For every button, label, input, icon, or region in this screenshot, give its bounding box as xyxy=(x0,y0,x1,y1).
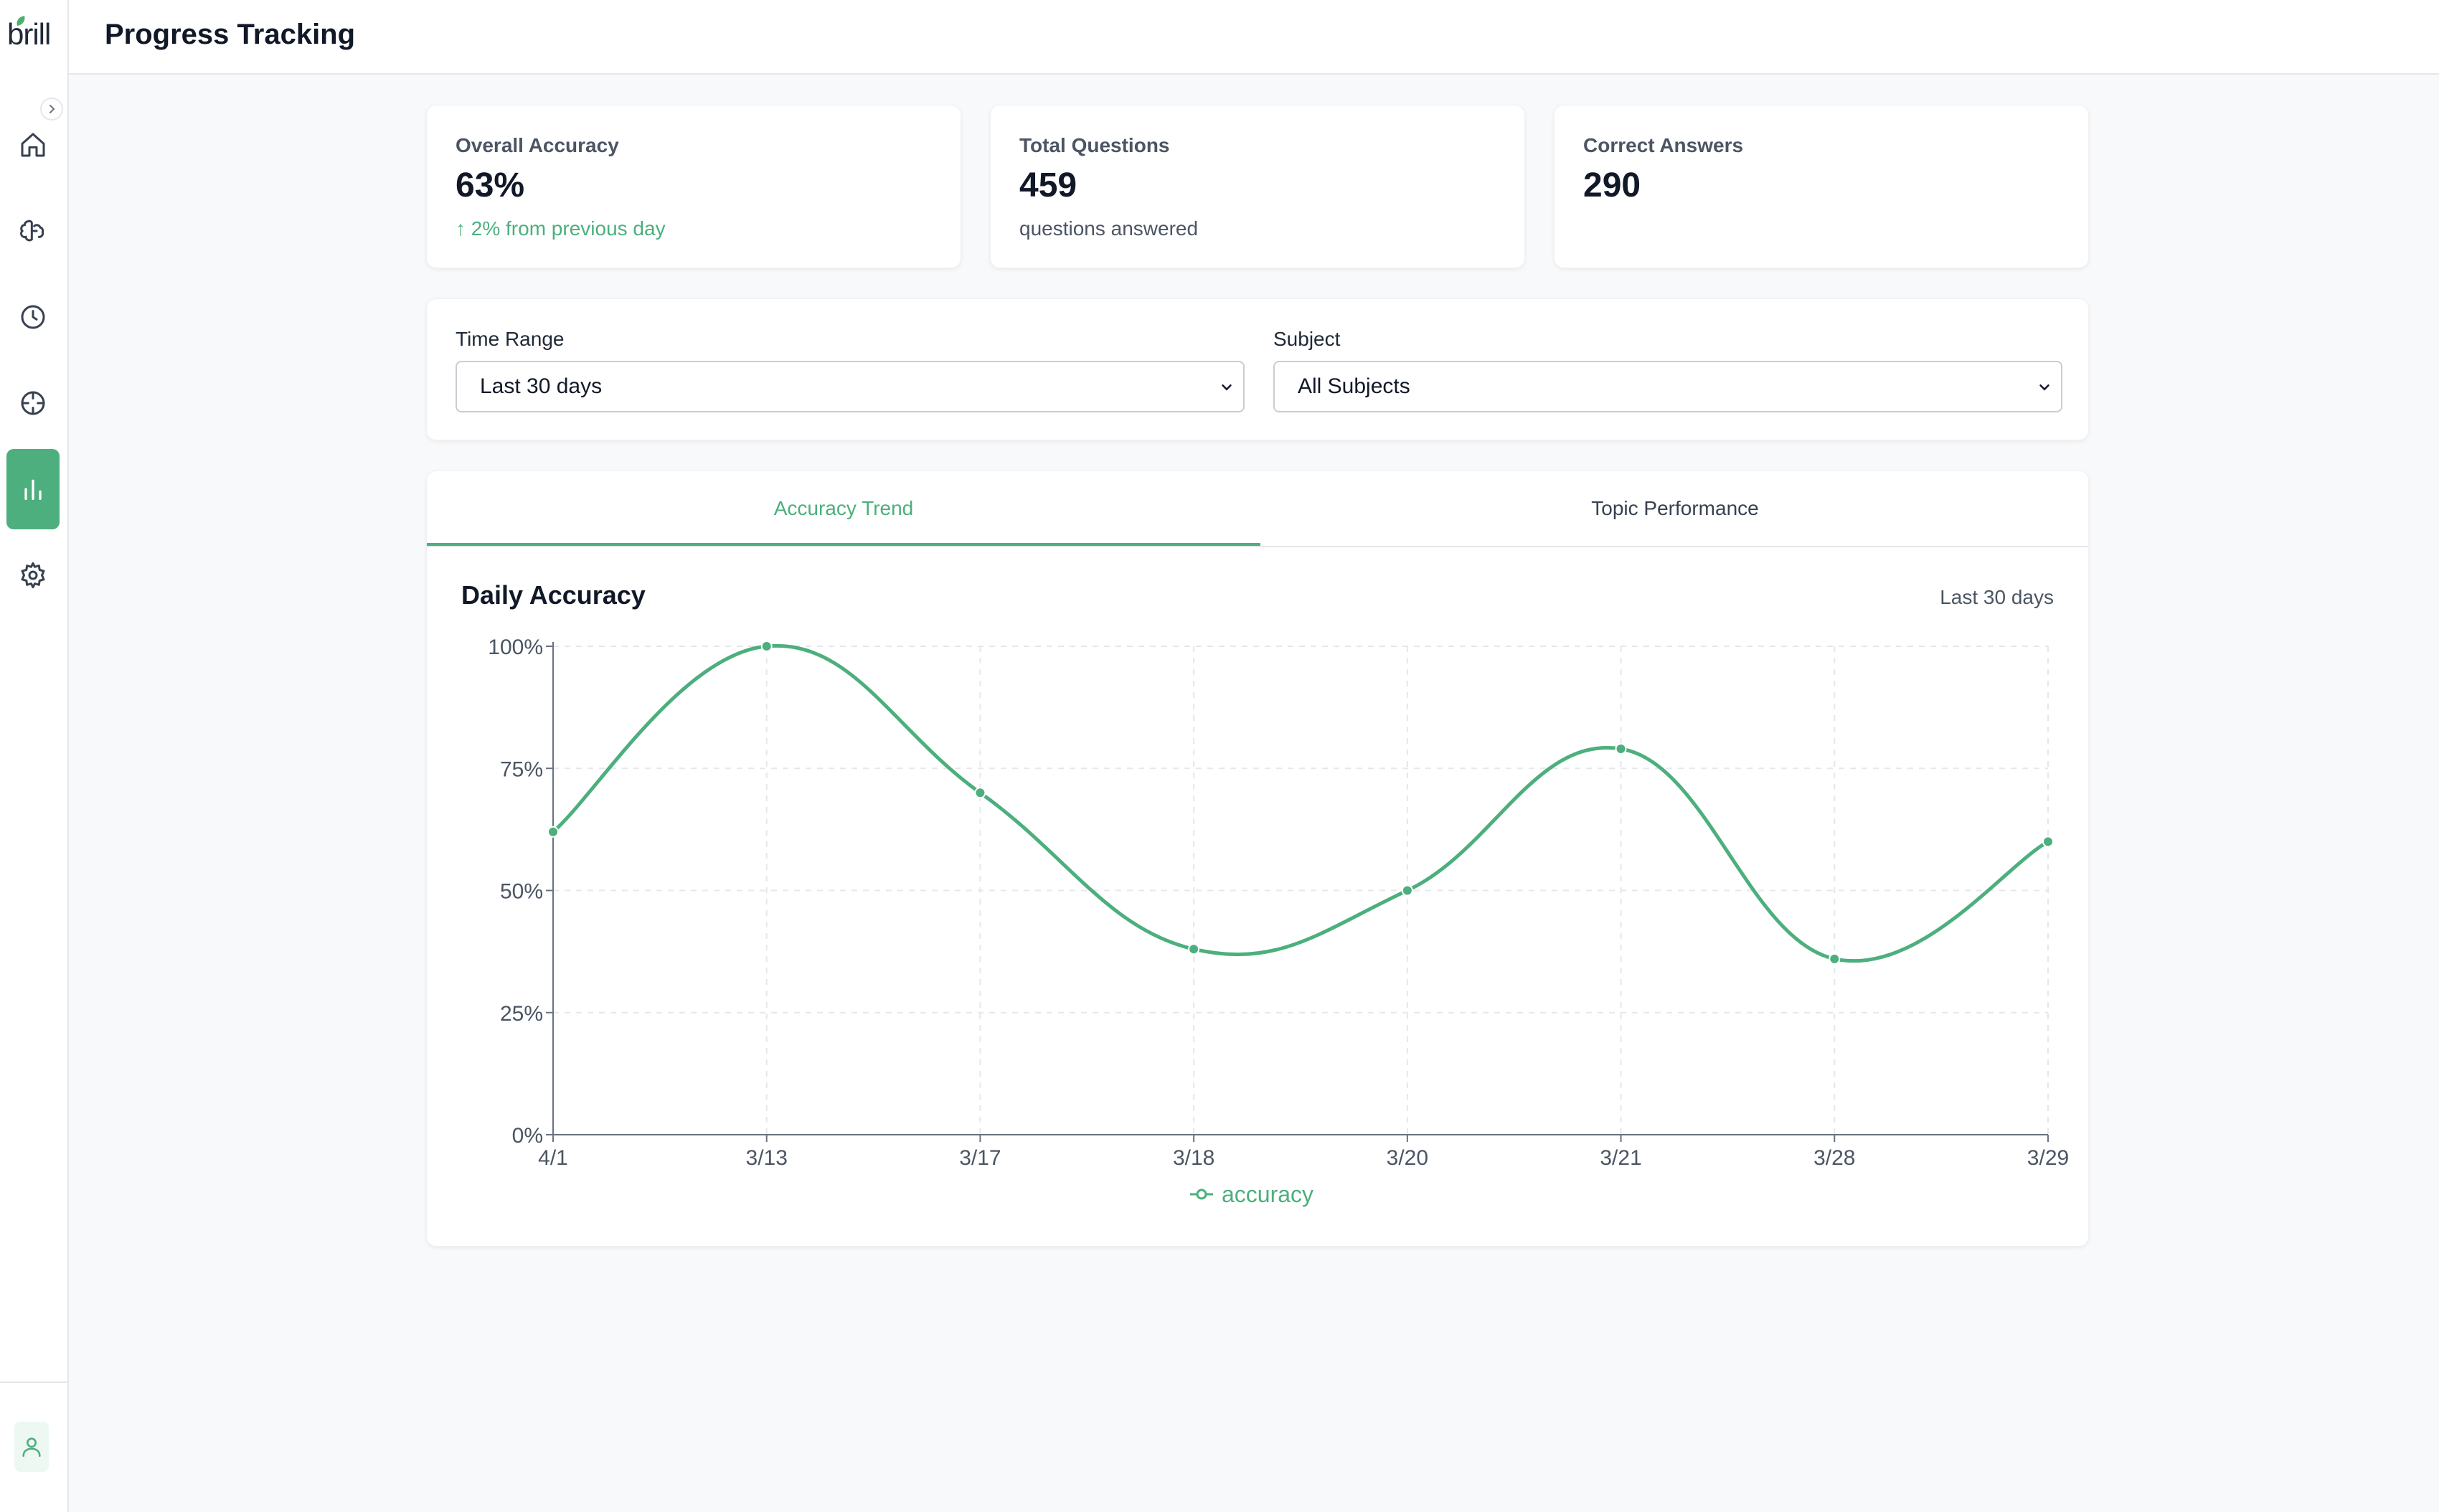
x-tick-label: 3/29 xyxy=(2027,1146,2069,1170)
stat-value: 459 xyxy=(1019,166,1077,204)
chart-legend: accuracy xyxy=(1190,1181,1313,1207)
y-tick-label: 0% xyxy=(512,1124,543,1148)
active-tab-indicator xyxy=(427,543,1260,546)
x-tick-label: 3/18 xyxy=(1173,1146,1214,1170)
x-tick-label: 3/20 xyxy=(1387,1146,1428,1170)
tab-divider xyxy=(427,546,2088,547)
y-axis-ticks: 0% 25% 50% 75% 100% xyxy=(488,635,553,1148)
stat-value: 290 xyxy=(1583,166,1641,204)
time-range-select[interactable]: Last 30 days xyxy=(456,361,1245,412)
sidebar-item-home[interactable] xyxy=(6,105,60,185)
tab-topic-performance[interactable]: Topic Performance xyxy=(1591,497,1759,519)
subject-select[interactable]: All Subjects xyxy=(1273,361,2062,412)
data-point xyxy=(2042,836,2054,848)
y-tick-label: 50% xyxy=(500,880,543,904)
sidebar-item-focus[interactable] xyxy=(6,363,60,443)
chart-axes xyxy=(552,642,2048,1135)
stat-label: Overall Accuracy xyxy=(456,134,619,156)
logo-text: brill xyxy=(7,17,51,51)
chart-panel: Accuracy Trend Topic Performance Daily A… xyxy=(426,471,2089,1247)
time-range-label: Time Range xyxy=(456,328,565,350)
home-icon xyxy=(21,133,45,157)
chevron-down-icon xyxy=(1222,384,1232,391)
data-point xyxy=(760,641,773,652)
sidebar-item-progress[interactable] xyxy=(6,449,60,529)
x-axis-ticks: 4/1 3/13 3/17 3/18 3/20 3/21 3/28 3/29 xyxy=(538,1135,2069,1170)
stat-subtext: questions answered xyxy=(1019,217,1199,240)
legend-label: accuracy xyxy=(1222,1181,1313,1207)
clock-icon xyxy=(21,305,45,329)
legend-point-swatch xyxy=(1196,1189,1207,1200)
subject-value: All Subjects xyxy=(1298,374,1410,398)
x-tick-label: 4/1 xyxy=(538,1146,568,1170)
user-icon xyxy=(22,1437,41,1457)
brain-icon xyxy=(20,219,44,242)
sidebar: brill xyxy=(0,0,69,1512)
data-point xyxy=(1188,943,1200,955)
sidebar-collapse-button[interactable] xyxy=(40,98,63,121)
sidebar-divider xyxy=(0,1381,69,1383)
data-point xyxy=(1401,884,1413,897)
y-tick-label: 100% xyxy=(488,635,543,659)
gear-icon xyxy=(21,562,45,589)
stat-label: Total Questions xyxy=(1019,134,1170,156)
sidebar-item-settings[interactable] xyxy=(6,535,60,615)
data-point xyxy=(1615,743,1627,755)
data-point xyxy=(974,787,986,799)
y-tick-label: 75% xyxy=(500,757,543,781)
x-tick-label: 3/28 xyxy=(1813,1146,1855,1170)
data-point xyxy=(1829,953,1841,965)
brill-logo[interactable]: brill xyxy=(7,15,62,55)
stat-card-total-questions: Total Questions 459 questions answered xyxy=(990,105,1525,268)
top-header: Progress Tracking xyxy=(69,0,2439,75)
y-tick-label: 25% xyxy=(500,1002,543,1026)
stat-change: ↑ 2% from previous day xyxy=(456,217,666,240)
sidebar-item-history[interactable] xyxy=(6,277,60,357)
chevron-down-icon xyxy=(2039,384,2049,391)
target-icon xyxy=(21,391,45,415)
accuracy-series-points xyxy=(547,641,2054,965)
stat-card-correct-answers: Correct Answers 290 xyxy=(1554,105,2089,268)
x-tick-label: 3/13 xyxy=(746,1146,788,1170)
x-tick-label: 3/21 xyxy=(1600,1146,1641,1170)
chart-title: Daily Accuracy xyxy=(461,580,646,610)
chart-grid xyxy=(553,646,2049,1135)
time-range-value: Last 30 days xyxy=(480,374,603,398)
data-point xyxy=(547,826,559,838)
chart-range-label: Last 30 days xyxy=(1940,586,2054,608)
user-profile-button[interactable] xyxy=(14,1422,49,1472)
accuracy-line-chart: 0% 25% 50% 75% 100% 4/1 3/13 3/17 3/18 3/20 3/21 3… xyxy=(488,635,2069,1207)
bar-chart-icon xyxy=(24,479,42,500)
page-title: Progress Tracking xyxy=(105,19,356,50)
stat-card-overall-accuracy: Overall Accuracy 63% ↑ 2% from previous … xyxy=(426,105,961,268)
x-tick-label: 3/17 xyxy=(959,1146,1001,1170)
chevron-right-icon xyxy=(49,105,55,113)
stat-label: Correct Answers xyxy=(1583,134,1744,156)
sidebar-item-practice[interactable] xyxy=(6,191,60,271)
stat-value: 63% xyxy=(456,166,525,204)
accuracy-series-line xyxy=(552,643,2049,963)
filters-panel: Time Range Last 30 days Subject All Subj… xyxy=(426,298,2089,440)
tab-accuracy-trend[interactable]: Accuracy Trend xyxy=(773,497,914,519)
subject-label: Subject xyxy=(1273,328,1341,350)
